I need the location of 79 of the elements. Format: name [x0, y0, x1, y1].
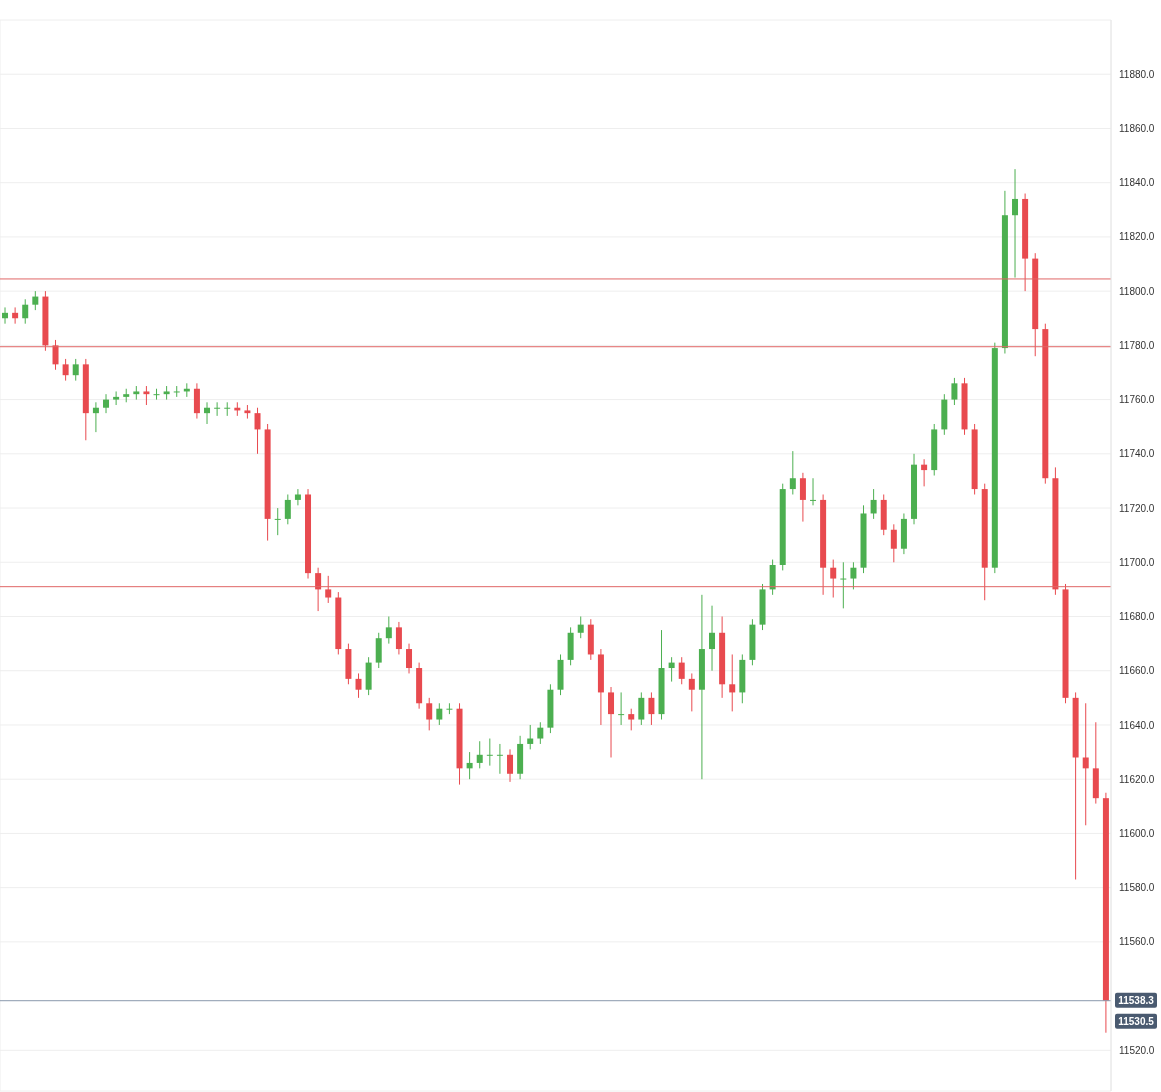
- candlestick: [254, 407, 261, 455]
- y-tick-label: 11680.0: [1119, 611, 1155, 623]
- candlestick: [2, 306, 9, 325]
- candlestick: [62, 358, 69, 382]
- y-tick-label: 11840.0: [1119, 177, 1155, 189]
- y-tick-label: 11660.0: [1119, 665, 1155, 677]
- candlestick: [385, 616, 392, 645]
- candlestick: [315, 567, 322, 612]
- candlestick: [951, 377, 958, 406]
- candlestick: [153, 388, 160, 401]
- candlestick: [648, 691, 655, 726]
- candlestick: [476, 740, 483, 769]
- y-tick-label: 11580.0: [1119, 882, 1155, 894]
- candlestick: [72, 358, 79, 382]
- y-tick-label: 11740.0: [1119, 448, 1155, 460]
- candlestick: [486, 738, 493, 767]
- candlestick: [143, 385, 150, 406]
- candlestick: [1082, 702, 1089, 826]
- candlestick: [284, 493, 291, 525]
- candlestick: [870, 488, 877, 520]
- y-tick-label: 11620.0: [1119, 773, 1155, 785]
- candlestick: [537, 721, 544, 745]
- candlestick: [799, 472, 806, 523]
- y-tick-label: 11720.0: [1119, 502, 1155, 514]
- candlestick: [810, 477, 817, 506]
- candlestick: [214, 401, 221, 417]
- candlestick: [890, 523, 897, 563]
- candlestick: [92, 401, 99, 433]
- candlestick: [355, 672, 362, 699]
- y-tick-label: 11600.0: [1119, 827, 1155, 839]
- y-tick-label: 11760.0: [1119, 394, 1155, 406]
- candlestick: [22, 298, 29, 325]
- ref-line-label: 11538.3: [1118, 994, 1155, 1006]
- candlestick: [406, 643, 413, 674]
- candlestick: [113, 390, 120, 406]
- candlestick: [709, 605, 716, 672]
- candlestick: [577, 616, 584, 639]
- candlestick: [173, 385, 180, 398]
- candlestick: [638, 691, 645, 726]
- candlestick: [12, 306, 19, 325]
- candlestick: [52, 339, 59, 371]
- candlestick: [507, 748, 514, 783]
- candlestick: [830, 559, 837, 599]
- candlestick: [618, 691, 625, 726]
- y-tick-label: 11820.0: [1119, 231, 1155, 243]
- y-tick-label: 11860.0: [1119, 123, 1155, 135]
- candlestick: [436, 702, 443, 726]
- candlestick: [325, 575, 332, 604]
- candlestick: [496, 743, 503, 775]
- candlestick: [103, 393, 110, 414]
- candlestick: [1012, 168, 1019, 279]
- candlestick: [224, 401, 231, 417]
- candlestick: [426, 697, 433, 731]
- y-tick-label: 11560.0: [1119, 936, 1155, 948]
- y-tick-label: 11880.0: [1119, 68, 1155, 80]
- candlestick: [32, 290, 39, 311]
- candlestick: [204, 401, 211, 425]
- candlestick: [668, 656, 675, 683]
- candlestick: [466, 751, 473, 780]
- candlestick: [274, 507, 281, 536]
- candlestick: [789, 450, 796, 495]
- y-tick-label: 11800.0: [1119, 285, 1155, 297]
- candlestick: [446, 702, 453, 715]
- candlestick: [527, 724, 534, 750]
- text: 11530.5: [1118, 1015, 1155, 1027]
- candlestick: [850, 561, 857, 590]
- y-tick-label: 11700.0: [1119, 556, 1155, 568]
- candlestick: [294, 488, 301, 506]
- y-tick-label: 11520.0: [1119, 1044, 1155, 1056]
- candlestick: [921, 458, 928, 487]
- candlestick: [840, 561, 847, 609]
- candlestick: [729, 653, 736, 712]
- candlestick: [678, 656, 685, 685]
- candlestick: [688, 672, 695, 712]
- candlestick: [608, 686, 615, 758]
- candlestick: [628, 708, 635, 731]
- y-tick-label: 11780.0: [1119, 339, 1155, 351]
- y-tick-label: 11640.0: [1119, 719, 1155, 731]
- candlestick: [395, 621, 402, 655]
